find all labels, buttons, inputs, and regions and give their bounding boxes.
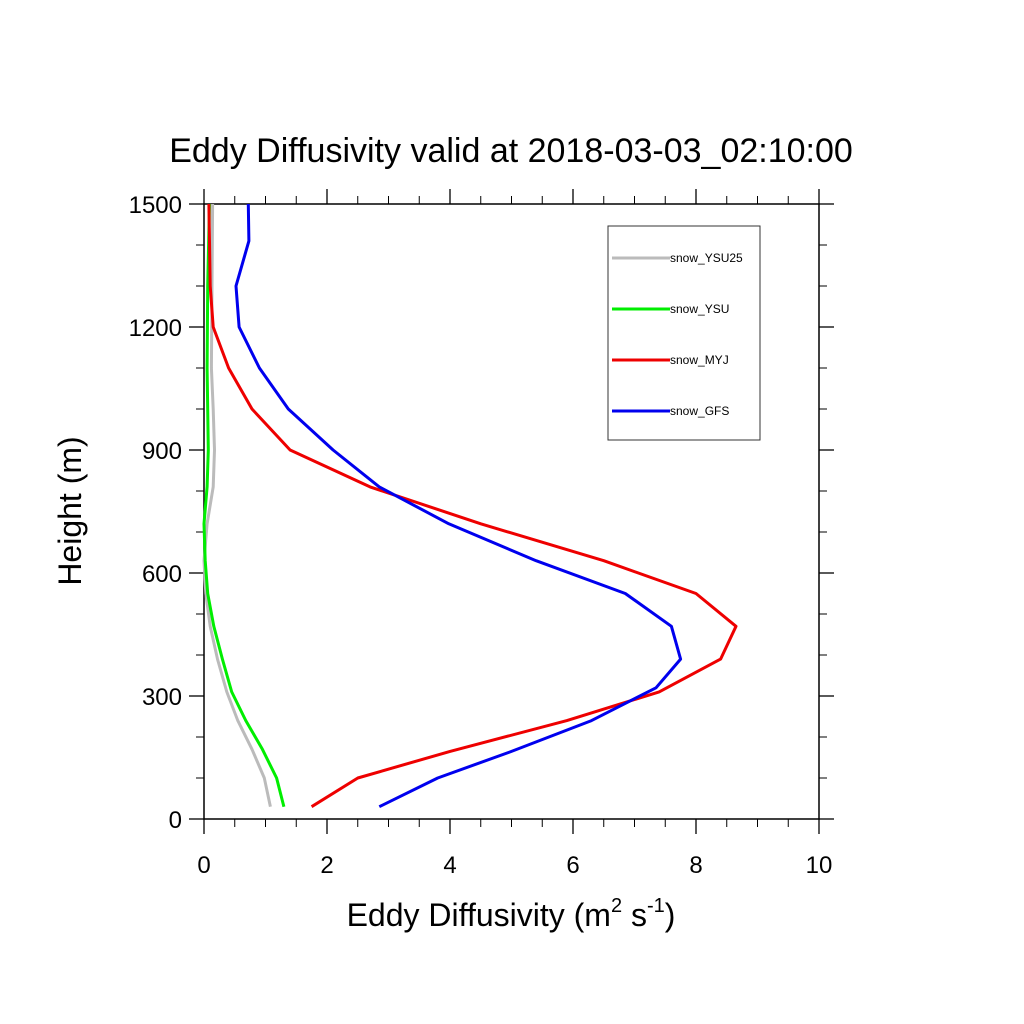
legend-label-snow-ysu: snow_YSU — [670, 302, 729, 316]
x-tick-label: 2 — [320, 852, 333, 879]
x-tick-label: 8 — [689, 852, 702, 879]
y-tick-label: 0 — [169, 807, 182, 834]
x-axis-label-sup1: 2 — [611, 895, 622, 917]
series-line-snow-gfs — [234, 203, 683, 809]
series-lines — [202, 203, 738, 809]
minor-ticks — [196, 196, 827, 827]
legend-label-snow-gfs: snow_GFS — [670, 404, 729, 418]
x-axis-label-end: ) — [665, 897, 676, 933]
y-tick-label: 1500 — [129, 192, 182, 219]
legend: snow_YSU25 snow_YSU snow_MYJ snow_GFS — [607, 225, 761, 441]
chart-title: Eddy Diffusivity valid at 2018-03-03_02:… — [169, 132, 853, 170]
series-line-snow-myj — [207, 203, 738, 808]
legend-entries: snow_YSU25 snow_YSU snow_MYJ snow_GFS — [612, 251, 743, 418]
plot-area: 0 2 4 6 8 10 0 300 600 900 1200 1500 — [129, 189, 834, 879]
y-tick-labels: 0 300 600 900 1200 1500 — [129, 192, 182, 834]
legend-label-snow-myj: snow_MYJ — [670, 353, 729, 367]
x-axis-label-mid: s — [622, 897, 647, 933]
x-axis-label-sup2: -1 — [647, 895, 665, 917]
y-tick-label: 600 — [142, 561, 182, 588]
x-tick-label: 4 — [443, 852, 456, 879]
legend-box — [607, 225, 761, 441]
x-axis-label-main: Eddy Diffusivity (m — [347, 897, 611, 933]
x-axis-label: Eddy Diffusivity (m2 s-1) — [347, 895, 676, 933]
y-tick-label: 300 — [142, 684, 182, 711]
major-ticks — [189, 189, 834, 834]
x-tick-label: 10 — [806, 852, 833, 879]
series-line-snow-ysu25 — [202, 203, 272, 808]
y-tick-label: 1200 — [129, 315, 182, 342]
y-axis-label: Height (m) — [52, 436, 88, 585]
x-tick-labels: 0 2 4 6 8 10 — [197, 852, 832, 879]
y-tick-label: 900 — [142, 438, 182, 465]
series-line-snow-ysu — [202, 203, 286, 808]
x-tick-label: 0 — [197, 852, 210, 879]
x-tick-label: 6 — [566, 852, 579, 879]
legend-label-snow-ysu25: snow_YSU25 — [670, 251, 743, 265]
